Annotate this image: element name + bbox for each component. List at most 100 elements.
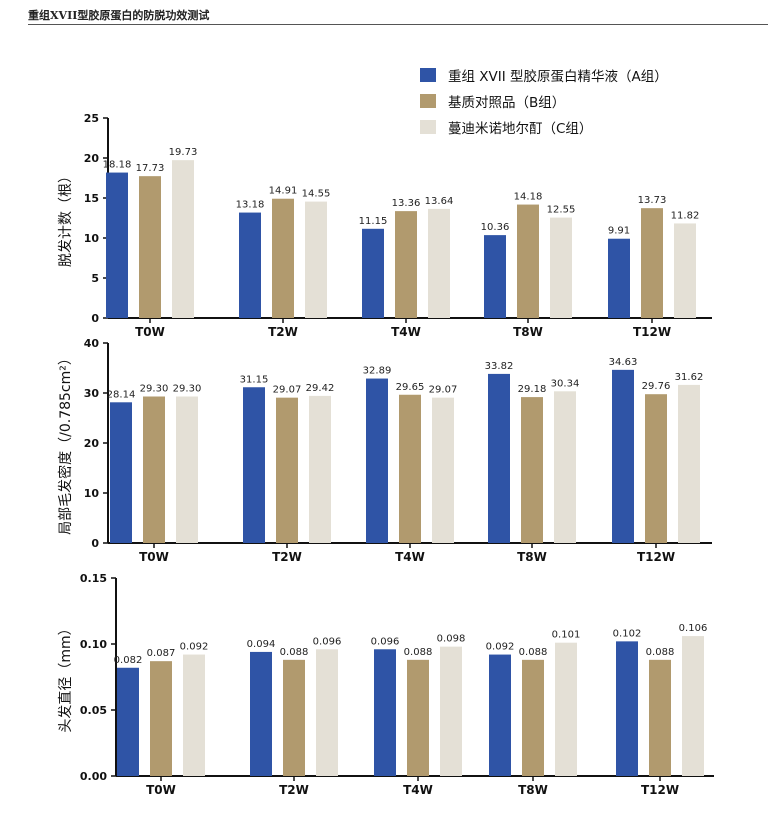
data-label: 11.82 — [671, 210, 700, 221]
data-label: 29.07 — [429, 385, 458, 396]
bar-c-t8w — [554, 391, 576, 543]
data-label: 0.096 — [313, 636, 342, 647]
bar-a-t0w — [117, 667, 139, 776]
data-label: 13.64 — [425, 196, 454, 207]
bar-a-t4w — [362, 228, 384, 318]
y-tick-label: 25 — [84, 112, 99, 125]
bar-b-t0w — [150, 661, 172, 776]
data-label: 29.42 — [306, 383, 335, 394]
legend-item-a: 重组 XVII 型胶原蛋白精华液（A组） — [420, 62, 668, 88]
bar-c-t4w — [432, 397, 454, 543]
data-label: 0.101 — [552, 630, 581, 641]
data-label: 29.07 — [273, 385, 302, 396]
data-label: 0.088 — [404, 647, 433, 658]
y-tick-label: 0 — [91, 312, 99, 325]
y-axis-title: 头发直径（mm） — [57, 621, 74, 732]
y-tick-label: 20 — [84, 152, 100, 165]
legend-item-b: 基质对照品（B组） — [420, 88, 668, 114]
data-label: 9.91 — [608, 226, 630, 237]
x-tick-label: T12W — [637, 550, 675, 564]
legend-swatch-a — [420, 68, 436, 82]
legend-item-c: 蔓迪米诺地尔酊（C组） — [420, 114, 668, 140]
legend-label-a: 重组 XVII 型胶原蛋白精华液（A组） — [448, 69, 668, 85]
data-label: 0.087 — [147, 648, 176, 659]
data-label: 32.89 — [363, 366, 392, 377]
chart-legend: 重组 XVII 型胶原蛋白精华液（A组） 基质对照品（B组） 蔓迪米诺地尔酊（C… — [420, 62, 668, 140]
x-tick-label: T4W — [391, 325, 421, 339]
data-label: 0.088 — [646, 647, 675, 658]
bar-a-t2w — [239, 212, 261, 318]
bar-b-t2w — [283, 659, 305, 776]
bar-c-t12w — [682, 636, 704, 776]
y-tick-label: 0.10 — [80, 638, 107, 651]
bar-a-t2w — [243, 387, 265, 543]
bar-c-t4w — [428, 208, 450, 318]
data-label: 12.55 — [547, 205, 576, 216]
bar-c-t2w — [316, 649, 338, 776]
x-tick-label: T0W — [146, 783, 176, 797]
bar-c-t8w — [555, 642, 577, 776]
bar-b-t2w — [272, 198, 294, 318]
data-label: 13.36 — [392, 198, 421, 209]
x-tick-label: T8W — [517, 550, 547, 564]
data-label: 13.73 — [638, 195, 667, 206]
bar-b-t12w — [645, 394, 667, 543]
bar-a-t12w — [608, 238, 630, 318]
y-tick-label: 10 — [84, 487, 100, 500]
bar-c-t0w — [176, 396, 198, 543]
data-label: 19.73 — [169, 147, 198, 158]
y-tick-label: 5 — [91, 272, 99, 285]
bar-b-t12w — [649, 659, 671, 776]
data-label: 14.91 — [269, 186, 298, 197]
bar-a-t8w — [484, 235, 506, 318]
data-label: 0.088 — [519, 647, 548, 658]
data-label: 0.096 — [371, 636, 400, 647]
legend-label-c: 蔓迪米诺地尔酊（C组） — [448, 121, 593, 137]
x-tick-label: T2W — [279, 783, 309, 797]
data-label: 0.092 — [180, 642, 209, 653]
y-tick-label: 0 — [91, 537, 99, 550]
bar-c-t12w — [674, 223, 696, 318]
data-label: 31.15 — [240, 374, 269, 385]
bar-c-t0w — [183, 654, 205, 776]
data-label: 18.18 — [103, 160, 132, 171]
y-tick-label: 0.15 — [80, 572, 107, 585]
bar-a-t0w — [110, 402, 132, 543]
y-tick-label: 40 — [84, 337, 100, 350]
legend-swatch-c — [420, 120, 436, 134]
bar-a-t8w — [489, 654, 511, 776]
document-title: 重组XVII型胶原蛋白的防脱功效测试 — [28, 9, 210, 22]
data-label: 0.092 — [486, 642, 515, 653]
legend-swatch-b — [420, 94, 436, 108]
bar-b-t8w — [522, 659, 544, 776]
data-label: 33.82 — [485, 361, 514, 372]
bar-a-t12w — [616, 641, 638, 776]
bar-b-t8w — [521, 397, 543, 543]
bar-b-t4w — [407, 659, 429, 776]
x-tick-label: T2W — [272, 550, 302, 564]
data-label: 29.76 — [642, 381, 671, 392]
data-label: 0.082 — [114, 655, 143, 666]
data-label: 0.102 — [613, 628, 642, 639]
y-tick-label: 30 — [84, 387, 100, 400]
bar-b-t4w — [395, 211, 417, 318]
data-label: 0.094 — [247, 639, 276, 650]
y-tick-label: 15 — [84, 192, 99, 205]
x-tick-label: T4W — [403, 783, 433, 797]
x-tick-label: T2W — [268, 325, 298, 339]
data-label: 13.18 — [236, 200, 265, 211]
data-label: 28.14 — [107, 389, 136, 400]
data-label: 0.088 — [280, 647, 309, 658]
bar-a-t4w — [374, 649, 396, 776]
x-tick-label: T12W — [641, 783, 679, 797]
data-label: 17.73 — [136, 163, 165, 174]
data-label: 14.18 — [514, 192, 543, 203]
data-label: 31.62 — [675, 372, 704, 383]
y-tick-label: 20 — [84, 437, 100, 450]
data-label: 14.55 — [302, 189, 331, 200]
y-axis-title: 局部毛发密度（/0.785cm²） — [57, 351, 74, 535]
bar-a-t12w — [612, 369, 634, 543]
data-label: 30.34 — [551, 378, 580, 389]
bar-b-t8w — [517, 204, 539, 318]
